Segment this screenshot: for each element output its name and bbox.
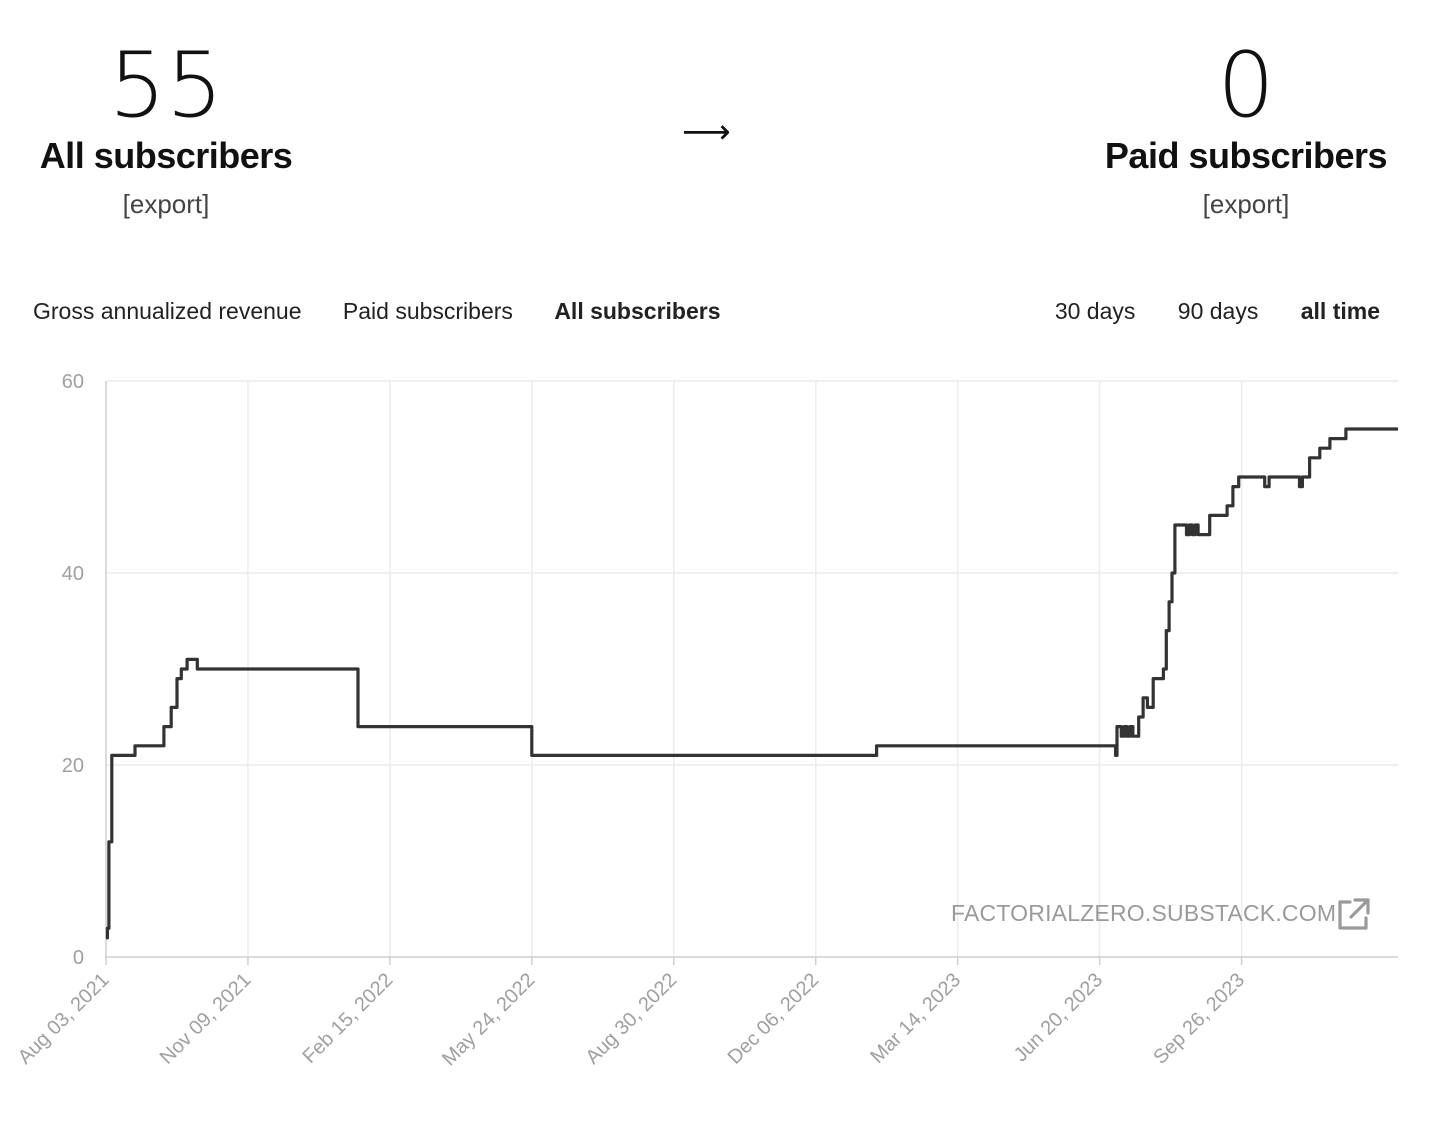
metric-tabs: Gross annualized revenue Paid subscriber… [33, 298, 756, 325]
x-tick-label: Aug 30, 2022 [582, 969, 682, 1069]
watermark-text: FACTORIALZERO.SUBSTACK.COM [951, 900, 1337, 926]
all-subscribers-count: 55 [108, 33, 224, 138]
all-subscribers-summary: 55 All subscribers [export] [0, 38, 346, 222]
y-tick-label: 60 [62, 371, 84, 393]
paid-subscribers-count: 0 [1217, 33, 1275, 138]
tab-all-time[interactable]: all time [1300, 298, 1380, 324]
paid-subscribers-summary: 0 Paid subscribers [export] [1066, 38, 1426, 222]
paid-subscribers-label: Paid subscribers [1104, 135, 1388, 176]
x-tick-label: Feb 15, 2022 [299, 969, 398, 1068]
y-tick-label: 20 [62, 755, 84, 777]
range-tabs: 30 days 90 days all time [1019, 298, 1380, 325]
all-subscribers-label: All subscribers [39, 135, 293, 176]
external-link-icon[interactable] [1334, 896, 1372, 934]
tab-paid-subscribers[interactable]: Paid subscribers [342, 298, 513, 324]
x-tick-label: Dec 06, 2022 [724, 969, 824, 1069]
all-subscribers-export-link[interactable]: [export] [122, 189, 210, 219]
x-tick-label: Nov 09, 2021 [156, 969, 256, 1069]
y-tick-label: 0 [73, 947, 84, 969]
tab-90-days[interactable]: 90 days [1177, 298, 1259, 324]
x-tick-label: May 24, 2022 [438, 969, 539, 1070]
x-tick-label: Mar 14, 2023 [866, 969, 965, 1068]
x-tick-label: Aug 03, 2021 [14, 969, 114, 1069]
tab-30-days[interactable]: 30 days [1054, 298, 1136, 324]
tab-all-subscribers[interactable]: All subscribers [554, 298, 721, 324]
arrow-right-icon: ⟶ [682, 113, 731, 151]
tab-gross-annualized-revenue[interactable]: Gross annualized revenue [33, 298, 302, 324]
x-tick-label: Sep 26, 2023 [1149, 969, 1249, 1069]
paid-subscribers-export-link[interactable]: [export] [1202, 189, 1290, 219]
x-tick-label: Jun 20, 2023 [1010, 969, 1107, 1066]
y-tick-label: 40 [62, 563, 84, 585]
series-line [105, 427, 1398, 940]
subscribers-line-chart: 0 20 40 60 Aug 03, 2021 Nov 09, 2021 Feb 15, 2… [14, 371, 1398, 1070]
